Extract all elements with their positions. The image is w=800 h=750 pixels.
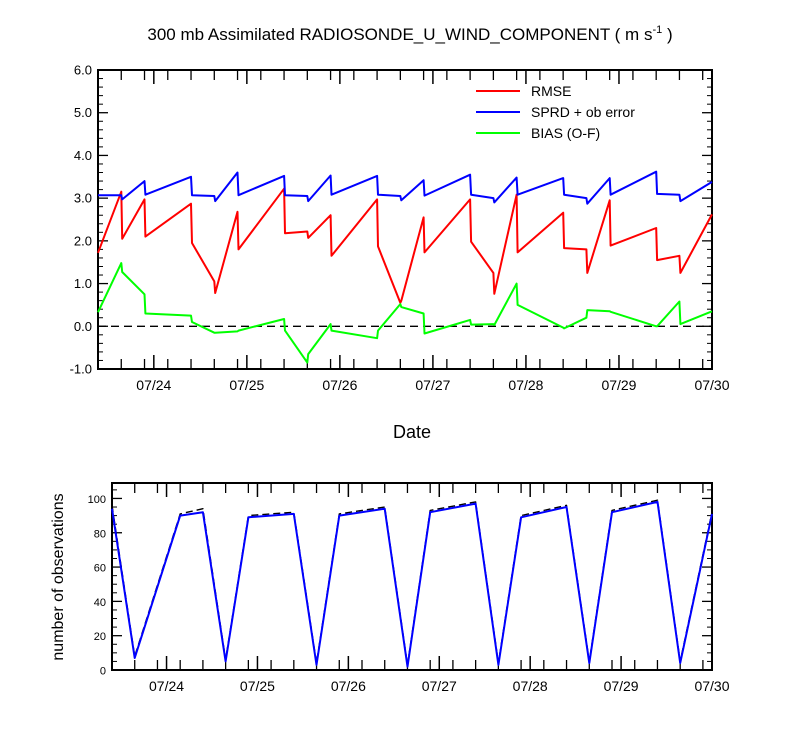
x-tick-label: 07/29 xyxy=(604,678,639,694)
plot-frame xyxy=(97,69,713,370)
y-axis-label: number of observations xyxy=(50,493,67,660)
series-line-used xyxy=(111,500,713,668)
x-tick-label: 07/26 xyxy=(331,678,366,694)
y-tick-label: 0.0 xyxy=(74,319,92,334)
y-tick-label: 6.0 xyxy=(74,63,92,78)
y-tick-label: 80 xyxy=(94,528,106,540)
x-tick-label: 07/30 xyxy=(694,377,729,393)
legend-label: SPRD + ob error xyxy=(531,104,635,120)
chart-title: 300 mb Assimilated RADIOSONDE_U_WIND_COM… xyxy=(147,24,672,44)
series-line-rmse xyxy=(97,187,713,304)
legend-label: BIAS (O-F) xyxy=(531,125,600,141)
series-line-bias-o-f xyxy=(97,262,713,364)
x-tick-label: 07/30 xyxy=(694,678,729,694)
y-tick-label: 60 xyxy=(94,563,106,575)
y-tick-label: 100 xyxy=(88,494,106,506)
bottom-plot: 0 20 40 60 80 100 07/24 07/25 07/26 07/27 07/28 07/… xyxy=(88,482,730,694)
x-tick-label: 07/27 xyxy=(415,377,450,393)
legend-label: RMSE xyxy=(531,83,571,99)
x-tick-label: 07/28 xyxy=(508,377,543,393)
x-axis-label: Date xyxy=(393,422,431,442)
x-tick-label: 07/29 xyxy=(601,377,636,393)
x-tick-label: 07/27 xyxy=(422,678,457,694)
y-tick-label: 40 xyxy=(94,597,106,609)
y-tick-label: 1.0 xyxy=(74,276,92,291)
y-tick-label: 0 xyxy=(100,666,106,678)
x-tick-label: 07/28 xyxy=(513,678,548,694)
x-tick-label: 07/25 xyxy=(240,678,275,694)
series-line-sprd-ob-error xyxy=(98,170,713,205)
y-tick-label: 2.0 xyxy=(74,233,92,248)
y-tick-label: 4.0 xyxy=(74,148,92,163)
y-tick-label: 3.0 xyxy=(74,191,92,206)
x-tick-label: 07/26 xyxy=(322,377,357,393)
x-tick-label: 07/25 xyxy=(229,377,264,393)
y-tick-label: 20 xyxy=(94,631,106,643)
x-tick-label: 07/24 xyxy=(149,678,184,694)
x-tick-label: 07/24 xyxy=(136,377,171,393)
y-tick-label: 5.0 xyxy=(74,105,92,120)
y-tick-label: -1.0 xyxy=(70,362,92,377)
top-plot: -1.0 0.0 1.0 2.0 3.0 4.0 5.0 6.0 07/24 07/25 07/26… xyxy=(70,63,730,394)
plot-frame xyxy=(111,482,713,671)
